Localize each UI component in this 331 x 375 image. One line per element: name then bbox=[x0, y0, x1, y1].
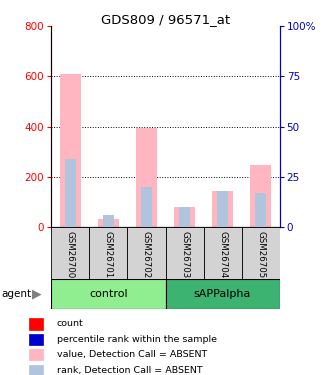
Bar bbox=[29, 350, 43, 360]
Text: GSM26701: GSM26701 bbox=[104, 231, 113, 278]
Bar bbox=[29, 334, 43, 345]
Bar bbox=[242, 227, 280, 279]
Bar bbox=[179, 207, 190, 227]
Text: rank, Detection Call = ABSENT: rank, Detection Call = ABSENT bbox=[57, 366, 202, 375]
Bar bbox=[29, 318, 43, 330]
Bar bbox=[166, 227, 204, 279]
Text: GSM26700: GSM26700 bbox=[66, 231, 75, 278]
Bar bbox=[29, 365, 43, 375]
Text: agent: agent bbox=[2, 290, 32, 299]
Bar bbox=[136, 128, 157, 227]
Bar bbox=[51, 227, 89, 279]
Bar bbox=[250, 165, 271, 227]
Text: control: control bbox=[89, 290, 128, 299]
Bar bbox=[217, 191, 228, 227]
Bar bbox=[89, 227, 127, 279]
Bar bbox=[166, 279, 280, 309]
Text: sAPPalpha: sAPPalpha bbox=[194, 290, 251, 299]
Text: GSM26703: GSM26703 bbox=[180, 231, 189, 278]
Bar bbox=[98, 219, 119, 227]
Bar bbox=[127, 227, 166, 279]
Text: GSM26704: GSM26704 bbox=[218, 231, 227, 278]
Bar bbox=[174, 207, 195, 227]
Text: GDS809 / 96571_at: GDS809 / 96571_at bbox=[101, 13, 230, 26]
Bar bbox=[204, 227, 242, 279]
Bar bbox=[51, 279, 166, 309]
Text: GSM26705: GSM26705 bbox=[256, 231, 265, 278]
Text: value, Detection Call = ABSENT: value, Detection Call = ABSENT bbox=[57, 350, 207, 359]
Bar bbox=[255, 193, 266, 227]
Text: GSM26702: GSM26702 bbox=[142, 231, 151, 278]
Text: ▶: ▶ bbox=[32, 288, 42, 301]
Bar bbox=[103, 215, 114, 227]
Bar bbox=[212, 190, 233, 227]
Text: count: count bbox=[57, 320, 83, 328]
Bar bbox=[60, 74, 81, 227]
Bar bbox=[65, 159, 76, 227]
Text: percentile rank within the sample: percentile rank within the sample bbox=[57, 335, 216, 344]
Bar bbox=[141, 187, 152, 227]
